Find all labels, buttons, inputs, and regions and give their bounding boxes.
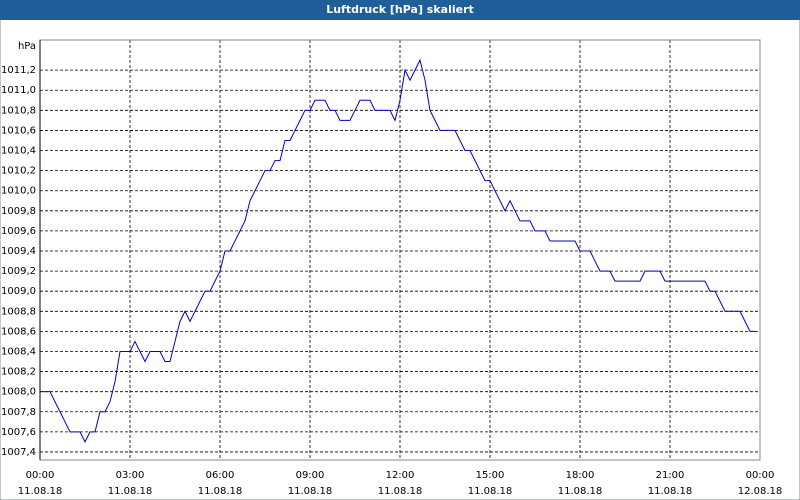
x-tick-label-line: 11.08.18	[648, 486, 693, 497]
x-tick-label: 00:00 11.08.18	[18, 470, 63, 497]
y-tick-label: 1007,8	[1, 407, 36, 418]
x-tick-label: 03:00 11.08.18	[108, 470, 153, 497]
chart-title: Luftdruck [hPa] skaliert	[326, 3, 474, 16]
x-tick-label-line: 12:00	[386, 470, 415, 481]
y-tick-label: 1010,4	[1, 146, 36, 157]
y-tick-label: 1010,6	[1, 125, 36, 136]
y-tick-label: 1007,6	[1, 427, 36, 438]
x-tick-label: 15:00 11.08.18	[468, 470, 513, 497]
x-tick-label-line: 03:00	[116, 470, 145, 481]
x-tick-label-line: 00:00	[746, 470, 775, 481]
x-tick-label: 06:00 11.08.18	[198, 470, 243, 497]
x-tick-label-line: 12.08.18	[738, 486, 783, 497]
x-tick-label-line: 11.08.18	[378, 486, 423, 497]
y-tick-label: 1008,4	[1, 346, 36, 357]
x-tick-label-line: 11.08.18	[198, 486, 243, 497]
y-tick-label: 1011,0	[1, 85, 36, 96]
x-tick-label: 21:00 11.08.18	[648, 470, 693, 497]
data-line	[40, 58, 755, 444]
title-bar	[0, 0, 800, 20]
y-tick-label: 1008,8	[1, 306, 36, 317]
x-tick-label-line: 18:00	[566, 470, 595, 481]
x-tick-label-line: 11.08.18	[288, 486, 333, 497]
y-tick-label: 1009,4	[1, 246, 36, 257]
y-tick-label: 1010,8	[1, 105, 36, 116]
y-axis-label: hPa	[18, 41, 36, 52]
x-tick-label: 09:00 11.08.18	[288, 470, 333, 497]
y-tick-label: 1008,6	[1, 326, 36, 337]
x-tick-label-line: 15:00	[476, 470, 505, 481]
x-tick-label-line: 11.08.18	[558, 486, 603, 497]
y-tick-label: 1008,0	[1, 387, 36, 398]
x-tick-label-line: 21:00	[656, 470, 685, 481]
y-tick-label: 1009,8	[1, 206, 36, 217]
x-tick-label-line: 11.08.18	[468, 486, 513, 497]
x-tick-label-line: 00:00	[26, 470, 55, 481]
y-tick-label: 1010,0	[1, 186, 36, 197]
x-tick-label: 18:00 11.08.18	[558, 470, 603, 497]
y-tick-label: 1009,0	[1, 286, 36, 297]
x-tick-label-line: 11.08.18	[18, 486, 63, 497]
x-tick-label: 00:00 12.08.18	[738, 470, 783, 497]
y-tick-label: 1009,6	[1, 226, 36, 237]
y-tick-label: 1007,4	[1, 447, 36, 458]
y-tick-label: 1011,2	[1, 65, 36, 76]
y-tick-label: 1009,2	[1, 266, 36, 277]
x-tick-label: 12:00 11.08.18	[378, 470, 423, 497]
y-tick-label: 1008,2	[1, 367, 36, 378]
x-tick-label-line: 06:00	[206, 470, 235, 481]
y-tick-label: 1010,2	[1, 166, 36, 177]
x-tick-label-line: 11.08.18	[108, 486, 153, 497]
x-tick-label-line: 09:00	[296, 470, 325, 481]
